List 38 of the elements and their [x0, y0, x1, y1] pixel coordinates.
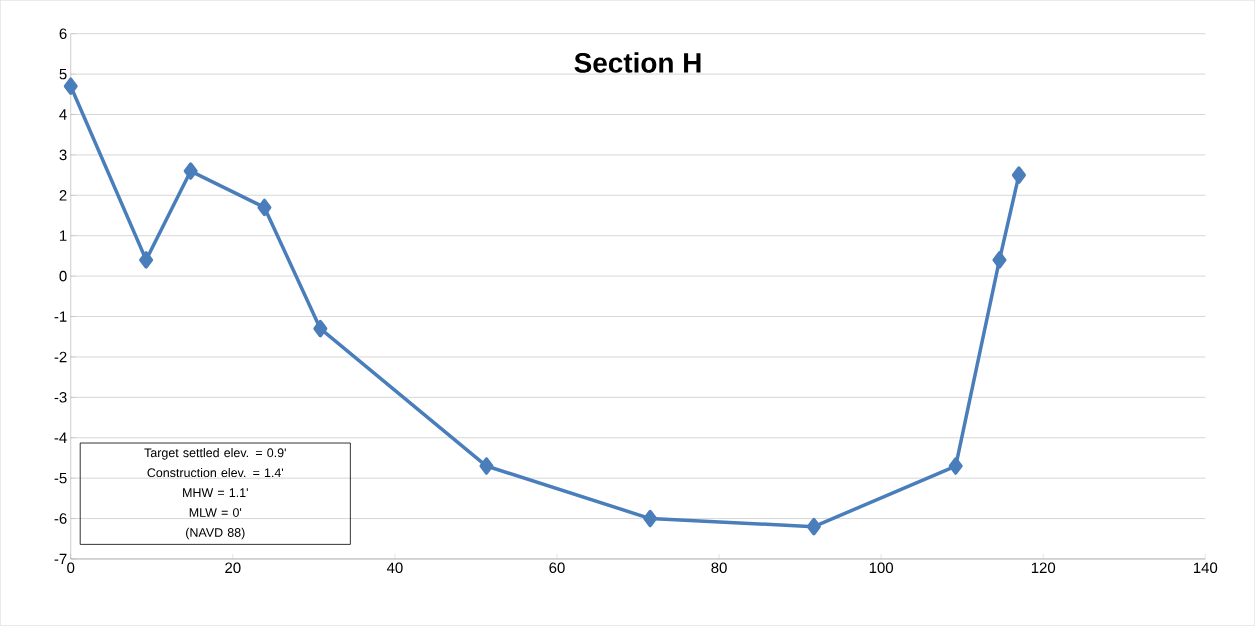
- x-tick-label: 80: [711, 562, 727, 574]
- x-tick-label: 120: [1031, 562, 1056, 574]
- point: [313, 320, 328, 338]
- annotation: Construction elev. = 1.4': [147, 468, 284, 478]
- annotation: (NAVD 88): [186, 527, 245, 540]
- point: [257, 198, 272, 217]
- y-tick-label: -5: [54, 473, 67, 484]
- y-tick-label: -1: [54, 311, 67, 322]
- x-tick-label: 0: [67, 562, 75, 574]
- x-tick-label: 100: [869, 562, 894, 574]
- x-tick-label: 140: [1193, 562, 1218, 574]
- x-tick-label: 20: [225, 562, 241, 574]
- y-tick-label: 6: [59, 28, 67, 40]
- y-tick-label: 2: [59, 190, 67, 201]
- y-tick-label: 3: [59, 149, 67, 161]
- point: [948, 457, 963, 475]
- y-tick-label: -4: [54, 432, 67, 444]
- y-tick-label: -7: [54, 553, 67, 565]
- point: [643, 509, 658, 528]
- point: [139, 251, 154, 269]
- y-tick-label: -6: [54, 513, 67, 524]
- annotation: MHW = 1.1': [183, 488, 248, 498]
- y-tick-label: 1: [60, 230, 67, 242]
- point: [992, 251, 1007, 269]
- point: [1011, 166, 1026, 185]
- point: [479, 457, 494, 475]
- y-tick-label: -2: [54, 351, 67, 363]
- point: [806, 518, 821, 536]
- annotation: Target settled elev. = 0.9': [144, 448, 286, 460]
- y-tick-label: 4: [59, 109, 67, 120]
- annotation: MLW = 0': [189, 508, 242, 518]
- x-tick-label: 60: [549, 562, 565, 574]
- y-tick-label: 5: [59, 69, 67, 80]
- point: [183, 162, 198, 180]
- x-tick-label: 40: [386, 562, 403, 574]
- text: Section H: [574, 52, 701, 73]
- y-tick-label: -3: [54, 392, 67, 403]
- y-tick-label: 0: [59, 270, 67, 282]
